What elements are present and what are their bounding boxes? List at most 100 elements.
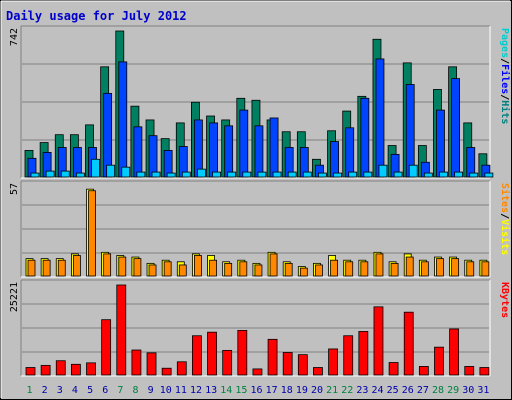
kbytes-bar [434,346,444,376]
legend-entry: Files [499,64,511,94]
kbytes-bar [449,328,460,376]
day-label: 11 [175,385,187,396]
sites-bar [27,259,36,277]
kbytes-bar [146,352,157,376]
day-label: 4 [72,385,78,396]
sites-bar [269,253,278,277]
pages-bar [242,171,252,178]
kbytes-bar [479,367,490,376]
files-bar [224,125,234,178]
kbytes-bar [343,335,354,376]
kbytes-bar [25,367,36,376]
sites-bar [209,259,217,277]
day-label: 31 [477,385,489,396]
pages-bar [333,172,342,178]
sites-bar [420,261,429,277]
kbytes-bar [131,349,142,376]
sites-bar [254,264,263,277]
pages-bar [136,171,146,178]
sites-bar [451,258,460,277]
sites-bar [481,261,490,277]
sites-bar [330,259,338,277]
sites-bar [133,258,142,277]
day-label: 8 [132,385,138,396]
day-label: 22 [341,385,353,396]
kbytes-bar [388,362,399,376]
day-label: 19 [296,385,308,396]
pages-bar [30,172,40,178]
day-label: 25 [387,385,399,396]
sites-bar [360,261,369,277]
day-label: 18 [281,385,293,396]
legend-entry: KBytes [499,282,510,318]
kbytes-bar [70,363,81,376]
pages-bar [45,170,55,178]
pages-bar [166,172,176,178]
pages-bar [469,172,479,178]
sites-bar [118,256,127,277]
pages-bar [212,171,221,178]
kbytes-bar [313,367,323,376]
day-label: 29 [447,385,459,396]
sites-bar [178,264,187,277]
pages-bar [181,171,191,178]
kbytes-bar [358,331,369,376]
sites-bar [466,261,475,277]
legend-entry: Visits [499,219,511,255]
day-label: 1 [27,385,33,396]
pages-bar [272,171,282,178]
sites-bar [163,261,172,277]
day-label: 5 [87,385,93,396]
day-label: 20 [311,385,323,396]
pages-bar [227,171,237,178]
sites-visits-panel-legend: Sites/Visits [499,183,511,255]
pages-bar [91,158,100,178]
sites-visits-panel-max-label: 57 [9,183,20,195]
sites-bar [224,262,233,277]
sites-bar [194,255,202,277]
pages-bar [439,171,448,178]
kbytes-bar [176,361,187,376]
files-bar [72,147,82,178]
day-label: 24 [372,385,384,396]
day-label: 30 [462,385,474,396]
files-bar [345,127,355,178]
kbytes-bar [373,306,384,376]
files-bar [269,117,279,178]
hits-files-pages-panel-max-label: 742 [9,28,20,46]
day-label: 10 [160,385,172,396]
kbytes-bar [40,364,51,376]
day-label: 26 [402,385,414,396]
pages-bar [197,168,206,178]
kbytes-bar [222,349,233,376]
pages-bar [484,172,494,178]
day-label: 15 [235,385,247,396]
kbytes-bar [101,319,112,376]
kbytes-bar [86,362,96,376]
sites-bar [103,253,112,277]
files-bar [254,125,264,178]
sites-bar [284,262,293,277]
pages-bar [318,172,327,178]
kbytes-bar [403,311,414,376]
files-bar [148,135,158,178]
pages-bar [393,171,403,178]
sites-bar [57,259,66,277]
hits-files-pages-panel-legend: Pages/Files/Hits [499,28,511,124]
pages-bar [75,172,85,178]
kbytes-bar [237,329,248,376]
kbytes-panel-legend: KBytes [499,282,510,318]
pages-bar [378,164,388,178]
legend-entry: / [499,94,510,100]
sites-bar [148,264,157,277]
sites-bar [42,259,51,277]
day-label: 28 [432,385,444,396]
files-bar [133,126,143,178]
sites-bar [72,255,81,277]
kbytes-bar [328,348,338,376]
chart-title: Daily usage for July 2012 [6,9,187,23]
pages-bar [257,171,267,178]
kbytes-bar [297,354,308,376]
